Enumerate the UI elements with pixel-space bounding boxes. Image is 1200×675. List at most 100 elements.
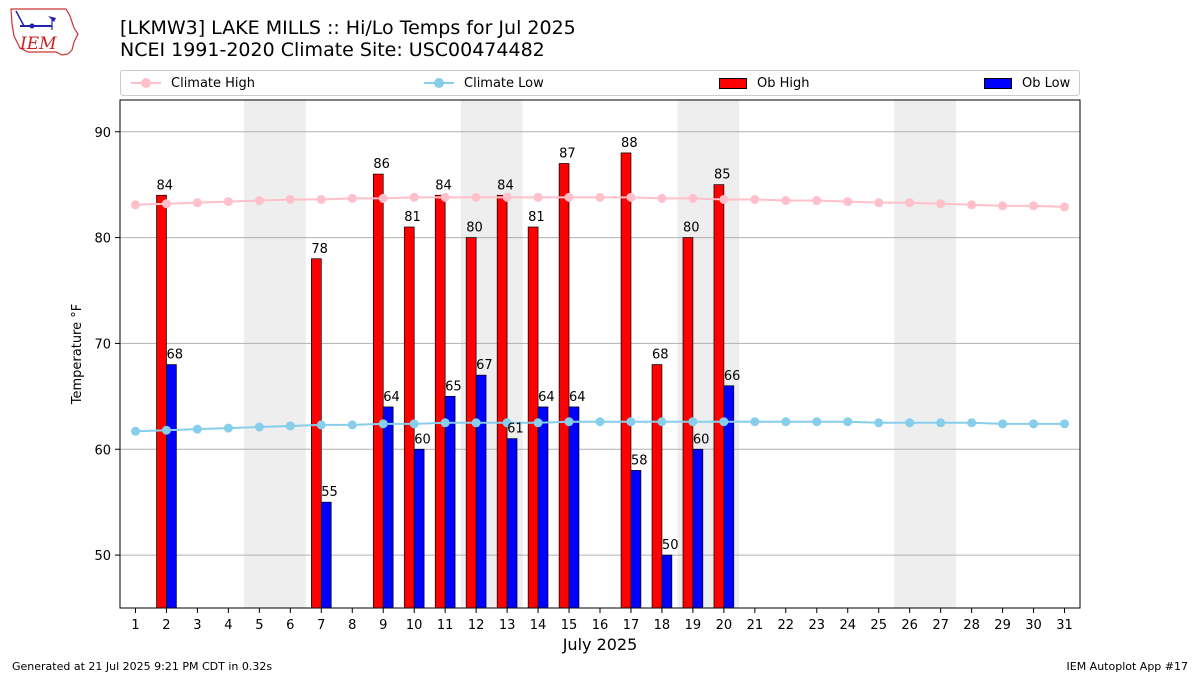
- bar-ob-high-day-14: [527, 226, 539, 609]
- xtick-label-29: 29: [994, 618, 1011, 633]
- xtick-label-13: 13: [499, 618, 516, 633]
- label-ob-high-day-15: 87: [559, 147, 576, 162]
- legend-item-ob-low: Ob Low: [984, 71, 1070, 95]
- label-ob-low-day-2: 68: [166, 348, 183, 363]
- ytick-label-80: 80: [94, 232, 111, 247]
- point-climate-high-day-11: [440, 192, 450, 202]
- bar-ob-high-day-7: [311, 258, 322, 609]
- legend-label-climate-high: Climate High: [171, 75, 256, 91]
- label-ob-low-day-17: 58: [631, 453, 648, 468]
- point-climate-low-day-18: [657, 417, 667, 427]
- point-climate-high-day-29: [998, 201, 1008, 211]
- label-ob-high-day-2: 84: [157, 178, 174, 193]
- label-ob-low-day-13: 61: [507, 422, 524, 437]
- label-ob-high-day-7: 78: [311, 242, 328, 257]
- point-climate-low-day-19: [688, 417, 698, 427]
- point-climate-low-day-9: [378, 419, 388, 429]
- xtick-label-28: 28: [963, 618, 980, 633]
- legend-item-climate-low: Climate Low: [424, 71, 544, 95]
- point-climate-high-day-5: [254, 196, 264, 206]
- point-climate-low-day-11: [440, 418, 450, 428]
- xtick-label-12: 12: [468, 618, 485, 633]
- ob-low-swatch: [984, 77, 1012, 89]
- xtick-label-15: 15: [561, 618, 578, 633]
- point-climate-low-day-16: [595, 417, 605, 427]
- weekend-band-1: [243, 100, 306, 608]
- label-ob-low-day-15: 64: [569, 390, 586, 405]
- point-climate-high-day-22: [781, 196, 791, 206]
- point-climate-high-day-27: [936, 199, 946, 209]
- xtick-label-4: 4: [224, 618, 232, 633]
- point-climate-high-day-18: [657, 193, 667, 203]
- point-climate-high-day-28: [967, 200, 977, 210]
- point-climate-low-day-17: [626, 417, 636, 427]
- label-ob-low-day-12: 67: [476, 358, 493, 373]
- label-ob-high-day-20: 85: [714, 168, 731, 183]
- xtick-label-17: 17: [623, 618, 640, 633]
- legend-label-ob-low: Ob Low: [1022, 75, 1071, 91]
- label-ob-high-day-17: 88: [621, 136, 638, 151]
- climate-high-swatch: [131, 78, 161, 88]
- legend-item-ob-high: Ob High: [719, 71, 810, 95]
- xtick-label-1: 1: [131, 618, 139, 633]
- label-ob-low-day-10: 60: [414, 432, 431, 447]
- ytick-label-90: 90: [94, 126, 111, 141]
- point-climate-low-day-22: [781, 417, 791, 427]
- point-climate-low-day-20: [719, 417, 729, 427]
- label-ob-low-day-14: 64: [538, 390, 555, 405]
- point-climate-low-day-29: [998, 419, 1008, 429]
- iem-logo-text: IEM: [19, 34, 57, 54]
- climate-low-swatch: [424, 78, 454, 88]
- point-climate-high-day-17: [626, 192, 636, 202]
- bar-ob-low-day-11: [444, 395, 456, 609]
- point-climate-low-day-12: [471, 418, 481, 428]
- point-climate-high-day-26: [905, 198, 915, 208]
- bar-ob-low-day-17: [630, 470, 642, 609]
- point-climate-high-day-6: [285, 194, 295, 204]
- point-climate-high-day-8: [347, 193, 357, 203]
- xtick-label-8: 8: [348, 618, 356, 633]
- bar-ob-high-day-18: [651, 364, 663, 609]
- bar-ob-high-day-20: [713, 184, 725, 609]
- xtick-label-25: 25: [870, 618, 887, 633]
- label-ob-low-day-9: 64: [383, 390, 400, 405]
- xtick-label-20: 20: [716, 618, 733, 633]
- xtick-label-22: 22: [778, 618, 795, 633]
- app-label: IEM Autoplot App #17: [1066, 660, 1189, 673]
- label-ob-high-day-11: 84: [435, 178, 452, 193]
- bar-ob-high-day-11: [434, 194, 446, 609]
- bar-ob-low-day-7: [320, 501, 332, 609]
- point-climate-low-day-7: [316, 420, 326, 430]
- point-climate-low-day-5: [254, 422, 264, 432]
- point-climate-low-day-21: [750, 417, 760, 427]
- label-ob-low-day-19: 60: [693, 432, 710, 447]
- point-climate-low-day-6: [285, 421, 295, 431]
- point-climate-high-day-9: [378, 193, 388, 203]
- legend-label-climate-low: Climate Low: [464, 75, 544, 91]
- point-climate-low-day-30: [1029, 419, 1039, 429]
- point-climate-low-day-15: [564, 417, 574, 427]
- point-climate-high-day-25: [874, 198, 884, 208]
- bar-ob-low-day-15: [568, 406, 580, 609]
- label-ob-high-day-14: 81: [528, 210, 545, 225]
- point-climate-high-day-16: [595, 192, 605, 202]
- xtick-label-18: 18: [654, 618, 671, 633]
- point-climate-high-day-30: [1029, 201, 1039, 211]
- point-climate-high-day-10: [409, 192, 419, 202]
- ytick-label-70: 70: [94, 337, 111, 352]
- xtick-label-24: 24: [839, 618, 856, 633]
- point-climate-low-day-13: [502, 418, 512, 428]
- point-climate-low-day-24: [843, 417, 853, 427]
- point-climate-high-day-1: [130, 200, 140, 210]
- xtick-label-7: 7: [317, 618, 325, 633]
- chart-subtitle: NCEI 1991-2020 Climate Site: USC00474482: [120, 39, 545, 61]
- label-ob-low-day-7: 55: [321, 485, 338, 500]
- label-ob-low-day-11: 65: [445, 379, 462, 394]
- xtick-label-23: 23: [809, 618, 826, 633]
- iem-logo: IEM: [8, 6, 80, 58]
- bar-ob-low-day-18: [661, 554, 673, 609]
- point-climate-high-day-20: [719, 194, 729, 204]
- y-axis-label: Temperature °F: [70, 304, 85, 405]
- point-climate-high-day-23: [812, 196, 822, 206]
- point-climate-low-day-23: [812, 417, 822, 427]
